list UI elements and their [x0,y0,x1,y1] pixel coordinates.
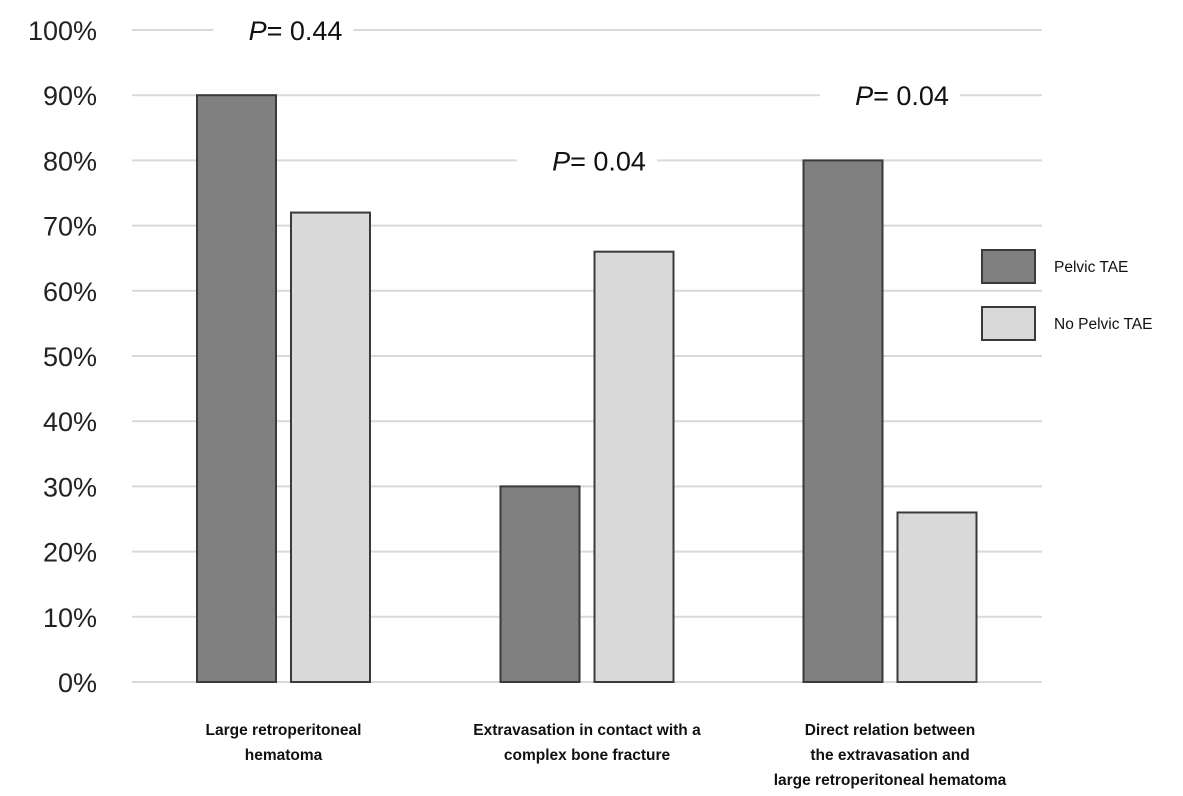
y-tick-label: 0% [58,668,97,698]
bar-pelvic-tae [499,485,581,683]
x-category-label: Extravasation in contact with a complex b… [473,722,701,764]
legend: Pelvic TAE No Pelvic TAE [981,249,1153,341]
p-value-label: P= 0.04 [855,81,949,111]
y-tick-label: 90% [43,81,97,111]
y-tick-label: 70% [43,212,97,242]
x-axis-labels: Large retroperitoneal hematoma Extravasati… [206,722,1007,789]
bars [196,94,978,683]
bar-pelvic-tae [196,94,277,683]
p-value-label: P= 0.04 [552,146,646,176]
p-value-annotations: P= 0.44 P= 0.04 P= 0.04 [213,8,960,183]
legend-swatch [981,306,1036,341]
y-tick-label: 50% [43,342,97,372]
annotation-background [820,73,960,118]
bar-no-pelvic-tae [896,511,978,683]
legend-label: No Pelvic TAE [1054,316,1153,333]
p-value-label: P= 0.44 [249,16,343,46]
y-tick-label: 10% [43,603,97,633]
y-tick-label: 80% [43,146,97,176]
legend-label: Pelvic TAE [1054,259,1128,276]
y-tick-label: 30% [43,472,97,502]
bar-pelvic-tae [802,159,884,683]
annotation-background [213,8,354,52]
y-tick-label: 100% [28,16,97,46]
x-category-label: Large retroperitoneal hematoma [206,722,362,764]
y-tick-label: 60% [43,277,97,307]
y-axis-ticks: 0% 10% 20% 30% 40% 50% 60% 70% 80% 90% 100% [28,16,97,698]
legend-swatch [981,249,1036,284]
y-tick-label: 20% [43,538,97,568]
bar-no-pelvic-tae [593,250,675,683]
y-tick-label: 40% [43,407,97,437]
x-category-label: Direct relation between the extravasation… [774,722,1007,789]
annotation-background [517,138,657,183]
bar-no-pelvic-tae [290,211,371,683]
